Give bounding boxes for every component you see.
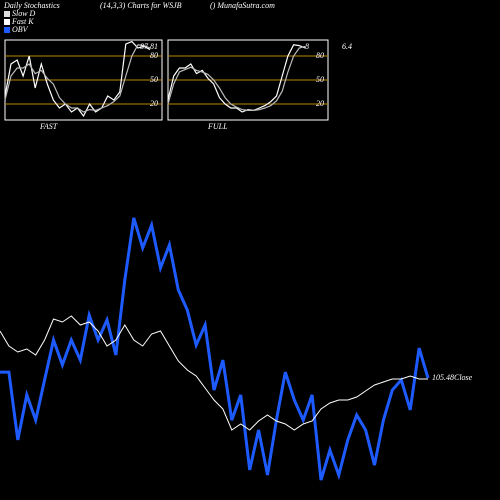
y-tick-label: 80 (150, 51, 158, 60)
close-label: 105.48Close (432, 373, 473, 382)
series-line (4, 44, 151, 113)
legend-swatch (4, 27, 10, 33)
legend-label: OBV (12, 25, 29, 34)
panel-title: FAST (39, 122, 58, 131)
series-line (0, 217, 430, 481)
source: () MunafaSutra.com (210, 1, 275, 10)
panel-title: FULL (207, 122, 228, 131)
panel-value: 87.81 (140, 42, 158, 51)
series-line (167, 45, 306, 111)
legend-label: Fast K (11, 17, 34, 26)
panel-value: 8 (305, 42, 309, 51)
y-tick-label: 50 (150, 75, 158, 84)
legend-swatch (4, 19, 10, 25)
subtitle: (14,3,3) Charts for WSJB (100, 1, 182, 10)
y-tick-label: 20 (316, 99, 324, 108)
title: Daily Stochastics (3, 1, 60, 10)
series-line (0, 315, 428, 431)
y-tick-label: 50 (316, 75, 324, 84)
legend-swatch (4, 11, 10, 17)
y-tick-label: 20 (150, 99, 158, 108)
panel-side-value: 6.4 (342, 42, 352, 51)
y-tick-label: 80 (316, 51, 324, 60)
legend-label: Slow D (12, 9, 36, 18)
series-line (167, 44, 306, 113)
